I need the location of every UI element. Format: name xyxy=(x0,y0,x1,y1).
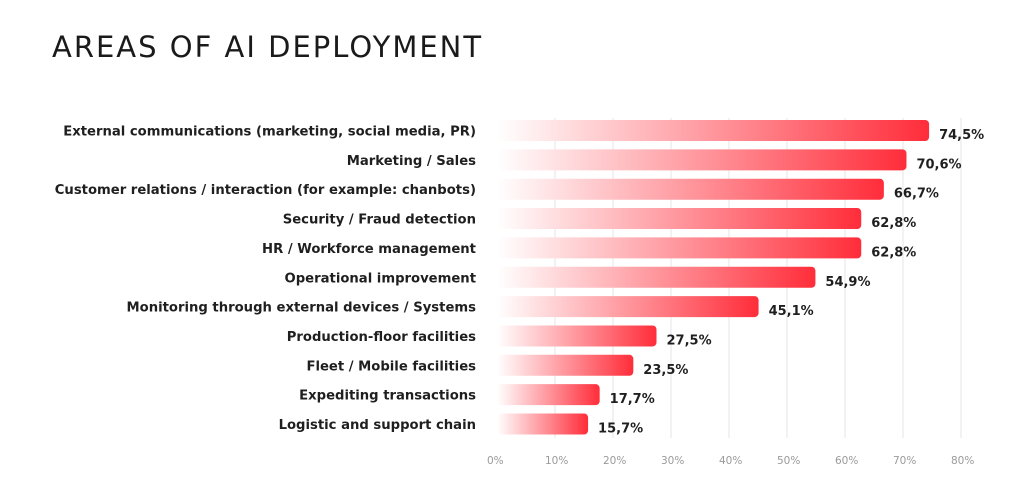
category-label: HR / Workforce management xyxy=(262,242,476,257)
bar xyxy=(497,208,862,230)
category-label: Expediting transactions xyxy=(299,389,476,404)
category-label: Fleet / Mobile facilities xyxy=(306,359,476,374)
chart-title: AREAS OF AI DEPLOYMENT xyxy=(52,30,484,64)
bar xyxy=(497,178,884,200)
value-label: 27,5% xyxy=(667,333,712,348)
category-label: Marketing / Sales xyxy=(347,154,476,169)
value-label: 70,6% xyxy=(916,157,961,172)
value-label: 66,7% xyxy=(894,187,939,202)
category-label: Security / Fraud detection xyxy=(283,213,476,228)
bar xyxy=(497,120,930,141)
x-tick-label: 50% xyxy=(777,455,800,467)
category-label: External communications (marketing, soci… xyxy=(63,125,476,140)
category-label: Customer relations / interaction (for ex… xyxy=(55,183,476,198)
x-tick-label: 80% xyxy=(951,455,974,467)
bar xyxy=(497,354,634,376)
x-tick-label: 10% xyxy=(545,455,568,467)
bar xyxy=(497,413,589,435)
x-tick-label: 40% xyxy=(719,455,742,467)
category-labels: External communications (marketing, soci… xyxy=(55,125,476,434)
category-label: Logistic and support chain xyxy=(279,418,476,433)
value-label: 15,7% xyxy=(598,422,643,437)
bars xyxy=(497,120,930,435)
value-label: 45,1% xyxy=(769,304,814,319)
bar xyxy=(497,384,600,406)
x-tick-label: 0% xyxy=(487,455,504,467)
bar xyxy=(497,325,657,347)
x-tick-label: 30% xyxy=(661,455,684,467)
x-axis-ticks: 0% 10% 20% 30% 40% 50% 60% 70% 80% xyxy=(487,455,974,467)
x-tick-label: 20% xyxy=(603,455,626,467)
category-label: Production-floor facilities xyxy=(287,330,476,345)
value-label: 62,8% xyxy=(871,216,916,231)
bar xyxy=(497,149,907,171)
bar xyxy=(497,266,816,288)
bar xyxy=(497,296,759,318)
value-label: 74,5% xyxy=(939,128,984,143)
value-label: 17,7% xyxy=(610,392,655,407)
category-label: Operational improvement xyxy=(285,271,476,286)
x-tick-label: 70% xyxy=(893,455,916,467)
value-labels: 74,5%70,6%66,7%62,8%62,8%54,9%45,1%27,5%… xyxy=(598,128,984,437)
bar xyxy=(497,237,862,259)
x-tick-label: 60% xyxy=(835,455,858,467)
value-label: 54,9% xyxy=(825,275,870,290)
category-label: Monitoring through external devices / Sy… xyxy=(127,301,477,316)
value-label: 23,5% xyxy=(643,363,688,378)
value-label: 62,8% xyxy=(871,245,916,260)
